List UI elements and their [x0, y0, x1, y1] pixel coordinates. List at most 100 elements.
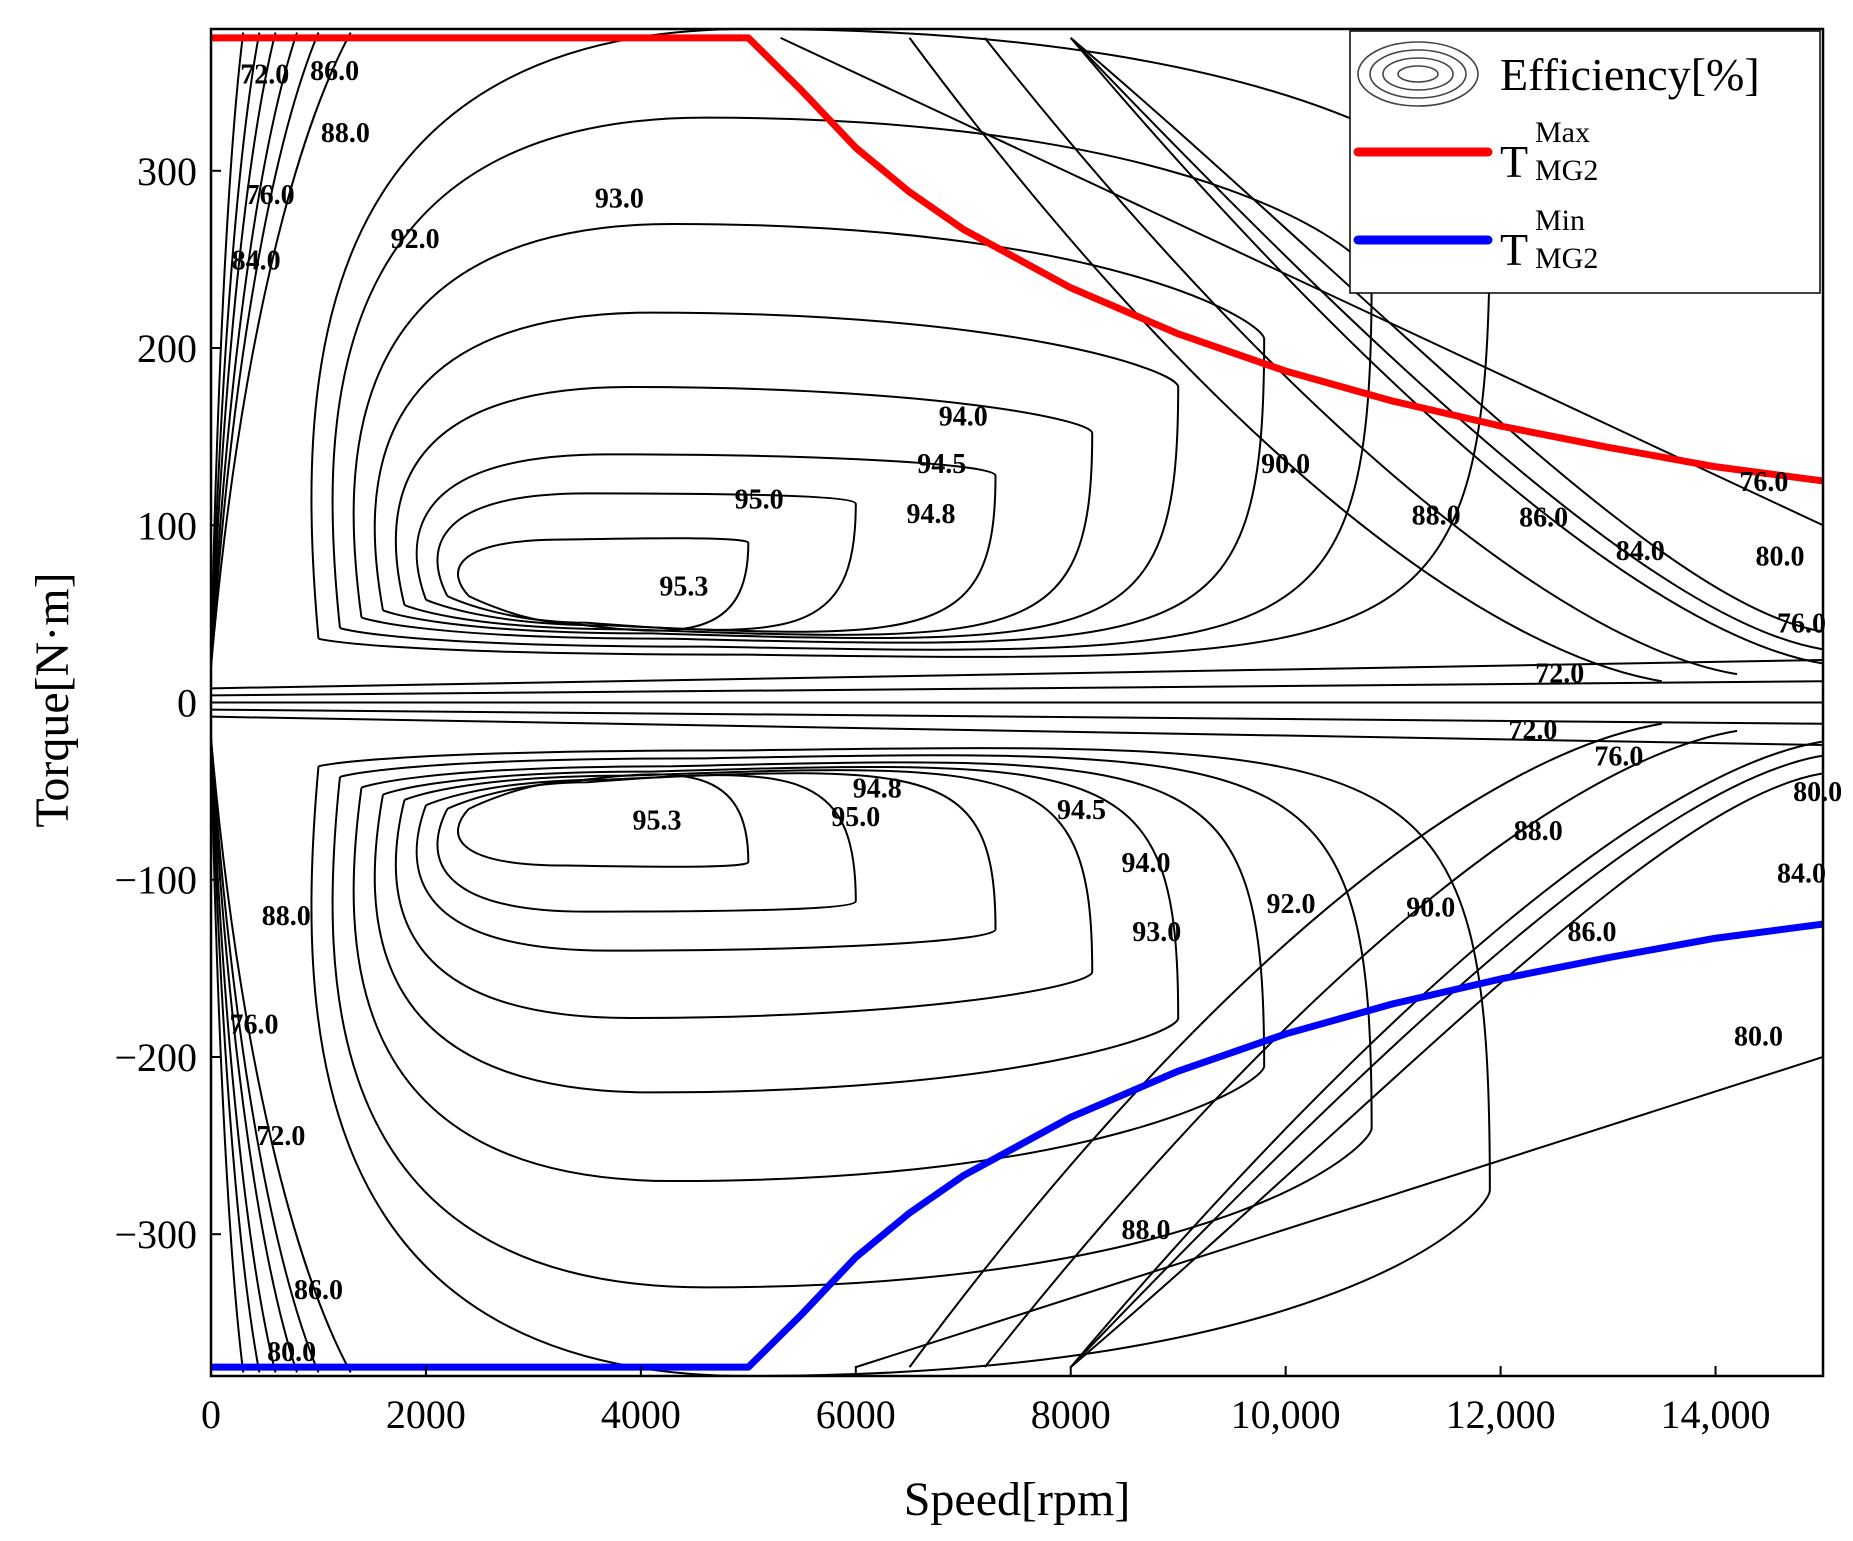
contour-line: [415, 453, 997, 633]
contour-label: 95.3: [659, 572, 708, 603]
contour-label: 86.0: [294, 1275, 343, 1306]
contour-labels: 72.0 86.0 88.0 76.0 84.0 92.0 93.0 94.0 94.5 95.0…: [229, 56, 1842, 1368]
contour-label: 84.0: [232, 245, 281, 276]
contour-label: 76.0: [1739, 467, 1788, 498]
y-tick-label: −300: [114, 1212, 197, 1257]
contour-line: [210, 32, 320, 668]
contour-line: [983, 37, 1738, 676]
contour-line: [331, 116, 1373, 651]
x-tick-label: 8000: [1031, 1392, 1111, 1437]
contour-line: [1069, 37, 1824, 665]
contour-line: [983, 729, 1738, 1368]
contour-line: [310, 27, 1491, 658]
legend-tmin-sub: MG2: [1535, 242, 1598, 275]
y-axis-ticks: 300 200 100 0 −100 −200 −300: [114, 149, 221, 1257]
y-tick-label: −200: [114, 1035, 197, 1080]
contour-line: [210, 737, 298, 1373]
y-tick-label: 200: [137, 326, 197, 371]
x-tick-label: 10,000: [1231, 1392, 1341, 1437]
torque-limit-series: [211, 34, 1824, 1371]
contour-label: 86.0: [1519, 502, 1568, 533]
contour-label: 80.0: [1734, 1022, 1783, 1053]
contour-label: 76.0: [229, 1009, 278, 1040]
contour-label: 95.3: [632, 805, 681, 836]
contour-label: 86.0: [1567, 917, 1616, 948]
envelope-line: [780, 36, 1824, 527]
contour-label: 84.0: [1777, 859, 1826, 890]
contour-line: [352, 761, 1266, 1183]
contour-line: [210, 680, 1824, 697]
contour-line: [210, 737, 320, 1373]
contour-line: [1070, 754, 1824, 1368]
x-axis-title: Speed[rpm]: [904, 1473, 1131, 1526]
contour-label: 88.0: [262, 901, 311, 932]
contour-label: 84.0: [1616, 536, 1665, 567]
contour-line: [415, 772, 997, 952]
contour-line: [210, 32, 261, 668]
legend-tmin-symbol: T: [1500, 224, 1528, 275]
contour-line: [210, 32, 352, 668]
series-line-T_MG2_Max: [211, 34, 1824, 485]
legend-tmax-symbol: T: [1500, 136, 1528, 187]
x-axis-ticks: 0 2000 4000 6000 8000 10,000 12,000 14,000: [201, 1366, 1771, 1437]
contour-line: [1069, 740, 1824, 1368]
contour-label: 92.0: [391, 224, 440, 255]
contour-label: 76.0: [1777, 609, 1826, 640]
contour-label: 94.8: [853, 774, 902, 805]
contour-label: 92.0: [1267, 889, 1316, 920]
contour-line: [210, 737, 277, 1373]
contour-line: [210, 737, 352, 1373]
contour-label: 94.0: [939, 401, 988, 432]
y-axis-title: Torque[N·m]: [26, 572, 79, 827]
contour-label: 86.0: [310, 56, 359, 87]
legend-tmax-sub: MG2: [1535, 154, 1598, 187]
contour-label: 93.0: [1132, 917, 1181, 948]
contour-line: [210, 32, 245, 668]
x-tick-label: 14,000: [1661, 1392, 1771, 1437]
contour-line: [210, 737, 245, 1373]
x-tick-label: 12,000: [1446, 1392, 1556, 1437]
contour-label: 80.0: [1793, 777, 1842, 808]
contour-line: [331, 754, 1373, 1289]
contour-label: 80.0: [267, 1337, 316, 1368]
legend-box: [1349, 30, 1821, 294]
y-tick-label: 0: [177, 681, 197, 726]
contour-line: [310, 747, 1491, 1378]
contour-label: 72.0: [1535, 658, 1584, 689]
contour-label: 80.0: [1756, 541, 1805, 572]
contour-label: 88.0: [321, 118, 370, 149]
contour-label: 94.5: [1057, 795, 1106, 826]
contour-label: 95.0: [735, 485, 784, 516]
contour-line: [436, 492, 857, 631]
contour-line: [210, 32, 277, 668]
y-tick-label: 100: [137, 503, 197, 548]
contour-label: 72.0: [1508, 715, 1557, 746]
y-tick-label: 300: [137, 149, 197, 194]
contour-label: 88.0: [1412, 501, 1461, 532]
contour-label: 72.0: [240, 59, 289, 90]
legend-tmin-sup: Min: [1535, 204, 1585, 237]
contour-line: [373, 311, 1180, 640]
contour-line: [908, 37, 1662, 683]
contour-label: 76.0: [246, 180, 295, 211]
envelope-line: [855, 1056, 1824, 1369]
x-tick-label: 6000: [816, 1392, 896, 1437]
contour-label: 88.0: [1514, 816, 1563, 847]
contour-line: [908, 722, 1662, 1368]
contour-line: [373, 765, 1180, 1094]
contour-label: 94.5: [917, 449, 966, 480]
legend-tmax-sup: Max: [1535, 116, 1590, 149]
x-tick-label: 4000: [601, 1392, 681, 1437]
contour-label: 90.0: [1261, 449, 1310, 480]
efficiency-legend-icon: [1357, 41, 1479, 107]
contour-line: [210, 658, 1824, 690]
x-tick-label: 2000: [386, 1392, 466, 1437]
contour-line: [436, 774, 857, 913]
contour-label: 93.0: [595, 183, 644, 214]
contour-label: 88.0: [1121, 1215, 1170, 1246]
contour-line: [394, 769, 1094, 1019]
legend-efficiency-label: Efficiency[%]: [1500, 49, 1760, 100]
contour-line: [210, 708, 1824, 725]
contour-line: [210, 715, 1824, 747]
contour-label: 76.0: [1594, 742, 1643, 773]
